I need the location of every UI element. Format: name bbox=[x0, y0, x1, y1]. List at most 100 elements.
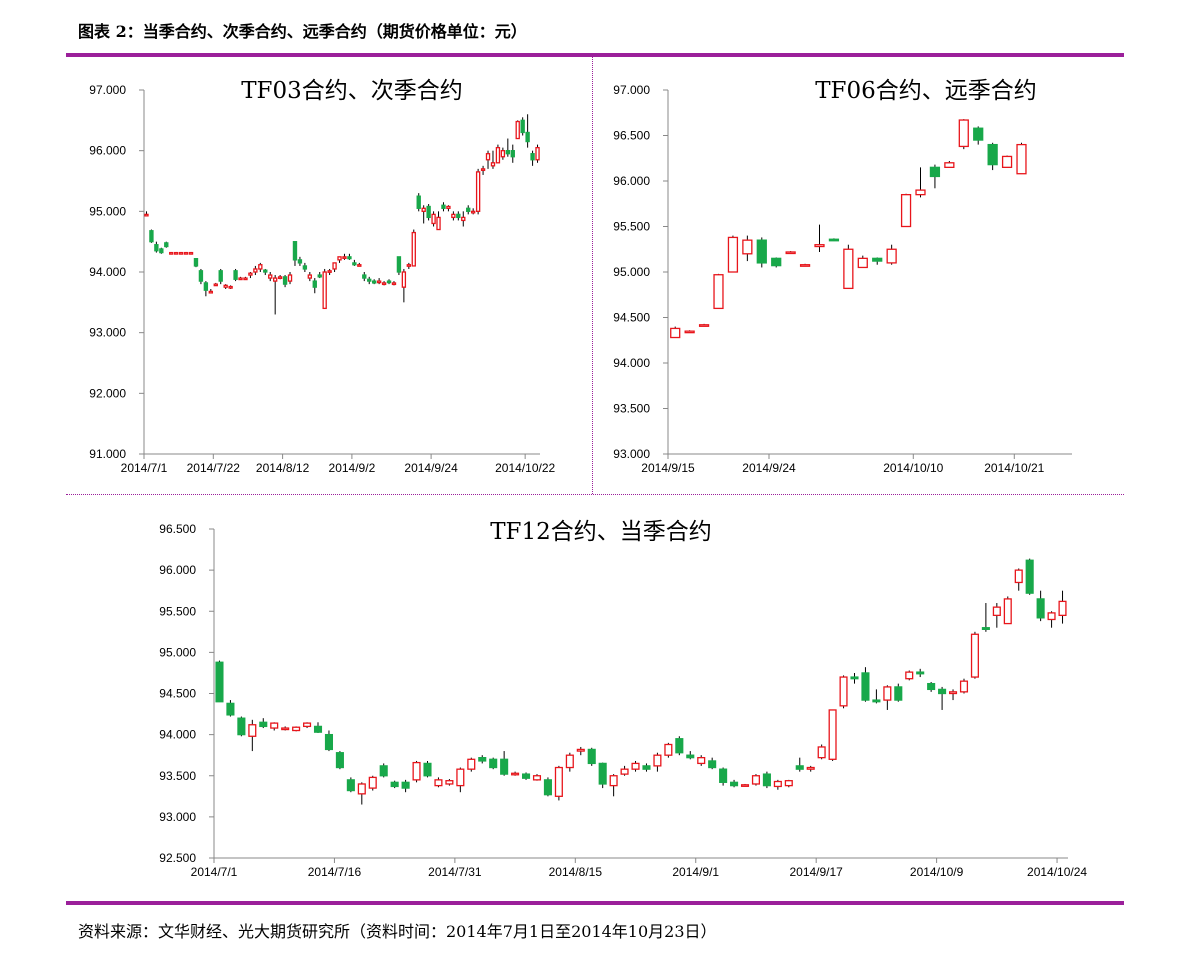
x-tick-label: 2014/10/24 bbox=[1027, 865, 1087, 879]
candle-body-up bbox=[620, 768, 629, 775]
candle bbox=[411, 229, 416, 267]
candle bbox=[697, 755, 706, 766]
candle-body-up bbox=[915, 189, 926, 196]
top-accent-rule bbox=[66, 53, 1124, 57]
candle-body-up bbox=[817, 746, 826, 759]
x-tick-label: 2014/10/10 bbox=[883, 461, 943, 475]
candle-body-up bbox=[248, 724, 257, 737]
bottom-accent-rule bbox=[66, 901, 1124, 905]
candle bbox=[332, 262, 337, 272]
candle bbox=[520, 117, 525, 136]
candle bbox=[511, 771, 520, 776]
candle bbox=[857, 255, 868, 269]
candle-body-up bbox=[1058, 600, 1067, 617]
candle bbox=[1058, 590, 1067, 624]
candle bbox=[322, 268, 327, 310]
candle-body-up bbox=[698, 324, 710, 327]
candle bbox=[169, 251, 174, 255]
x-tick-label: 2014/8/12 bbox=[256, 461, 310, 475]
candle bbox=[466, 205, 471, 215]
candle bbox=[756, 237, 767, 268]
candle-body-up bbox=[337, 256, 342, 261]
candle bbox=[446, 205, 451, 212]
candle-body-up bbox=[281, 727, 290, 731]
candle bbox=[708, 757, 717, 770]
candle-body-down bbox=[530, 153, 535, 161]
candle-body-down bbox=[916, 671, 925, 675]
candle bbox=[900, 193, 912, 228]
candle bbox=[905, 670, 914, 681]
candle-body-up bbox=[368, 776, 377, 789]
candle-body-up bbox=[532, 775, 542, 781]
candle bbox=[268, 272, 273, 282]
candle bbox=[872, 257, 883, 265]
candle-body-up bbox=[697, 757, 706, 765]
candle-body-up bbox=[609, 775, 618, 787]
x-tick-label: 2014/8/15 bbox=[549, 865, 603, 879]
candle-body-down bbox=[237, 717, 246, 736]
candle bbox=[401, 268, 407, 303]
candle bbox=[272, 275, 278, 315]
candle bbox=[218, 268, 223, 285]
x-tick-label: 2014/9/15 bbox=[641, 461, 695, 475]
source-note: 资料来源：文华财经、光大期货研究所（资料时间：2014年7月1日至2014年10… bbox=[78, 922, 717, 941]
candle bbox=[368, 775, 377, 791]
candle-body-up bbox=[740, 784, 750, 787]
candle bbox=[431, 211, 436, 227]
candle bbox=[675, 736, 684, 756]
candle-body-up bbox=[900, 193, 912, 228]
candle bbox=[992, 603, 1001, 628]
candle bbox=[215, 660, 224, 703]
x-tick-label: 2014/9/1 bbox=[672, 865, 719, 879]
candle-body-up bbox=[773, 780, 782, 788]
candle bbox=[850, 672, 859, 684]
candle bbox=[576, 746, 585, 756]
y-tick-label: 93.500 bbox=[613, 402, 650, 416]
candle-body-up bbox=[727, 236, 739, 273]
candle bbox=[828, 709, 837, 761]
candle-body-down bbox=[850, 676, 859, 680]
candle bbox=[698, 323, 710, 327]
candle-body-up bbox=[144, 213, 149, 217]
x-tick-label: 2014/7/31 bbox=[428, 865, 482, 879]
y-tick-label: 91.000 bbox=[89, 447, 126, 461]
candle bbox=[223, 284, 228, 289]
candle bbox=[828, 238, 840, 242]
candle-body-up bbox=[799, 264, 811, 267]
candle bbox=[379, 763, 388, 778]
candle-body-up bbox=[713, 274, 724, 310]
x-tick-label: 2014/9/17 bbox=[789, 865, 843, 879]
candle-body-down bbox=[642, 765, 651, 770]
candle-body-down bbox=[894, 686, 903, 701]
candle bbox=[277, 275, 283, 280]
candle-body-down bbox=[313, 725, 323, 733]
candle bbox=[342, 253, 347, 260]
candle-body-down bbox=[215, 661, 224, 703]
candle bbox=[467, 757, 476, 772]
y-tick-label: 93.000 bbox=[159, 810, 196, 824]
candle bbox=[485, 150, 491, 169]
chart-title: TF03合约、次季合约 bbox=[241, 78, 463, 104]
candle bbox=[434, 777, 443, 788]
candle-body-down bbox=[861, 672, 870, 701]
candle bbox=[730, 779, 739, 788]
candle-body-up bbox=[434, 779, 443, 787]
y-tick-label: 95.500 bbox=[159, 604, 196, 618]
candle-body-up bbox=[944, 162, 955, 169]
candle-body-up bbox=[495, 146, 501, 164]
y-tick-label: 94.000 bbox=[159, 728, 196, 742]
candle bbox=[297, 256, 303, 266]
candle-body-up bbox=[958, 119, 969, 148]
candle bbox=[347, 253, 352, 260]
candle-body-up bbox=[381, 282, 387, 286]
candle bbox=[416, 193, 421, 212]
candle-body-down bbox=[367, 278, 372, 282]
candle-body-down bbox=[730, 781, 739, 787]
candle-body-down bbox=[233, 270, 238, 280]
candle-body-up bbox=[485, 153, 491, 161]
candle bbox=[243, 276, 248, 281]
candle bbox=[894, 683, 903, 702]
candle-body-down bbox=[346, 779, 355, 792]
candle-body-up bbox=[357, 264, 362, 267]
candle bbox=[631, 760, 640, 772]
